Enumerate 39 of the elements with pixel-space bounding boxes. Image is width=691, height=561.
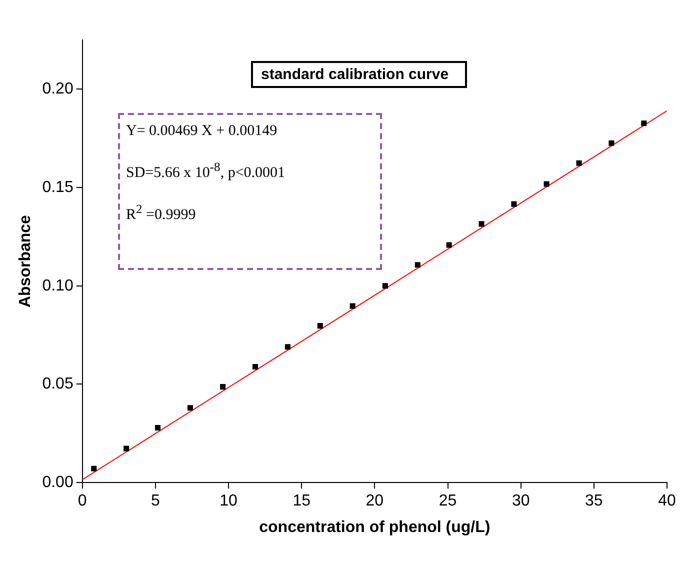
annotation: R$^{2}$ =0.9999 <box>126 202 197 224</box>
point <box>544 181 550 187</box>
y-tick-label: 0.00 <box>42 474 74 492</box>
point <box>220 384 226 390</box>
point <box>91 466 97 472</box>
y-tick-label: 0.15 <box>42 178 74 196</box>
point <box>511 201 517 207</box>
text-frame: Y= 0.00469 X + 0.00149 SD=5.66 x 10$^{-8}$, p<0.0001 R$^{2}$ =0.9999 <box>118 113 382 270</box>
y-axis-title: Absorbance <box>17 214 34 308</box>
annotation: Y= 0.00469 X + 0.00149 <box>126 123 278 140</box>
text: standard calibration curve <box>251 61 467 88</box>
x-tick-label: 35 <box>585 492 603 510</box>
x-tick-label: 10 <box>220 492 238 510</box>
point <box>382 283 388 289</box>
point <box>576 160 582 166</box>
point <box>284 344 290 350</box>
point <box>446 242 452 248</box>
point <box>414 262 420 268</box>
point <box>187 405 193 411</box>
x-tick-label: 15 <box>292 492 311 510</box>
x-tick-label: 5 <box>150 492 160 510</box>
x-tick-label: 20 <box>366 492 384 510</box>
point <box>317 323 323 329</box>
annotation: SD=5.66 x 10$^{-8}$, p<0.0001 <box>126 160 286 182</box>
point <box>608 140 614 146</box>
point <box>155 424 161 430</box>
point <box>124 446 130 452</box>
x-tick-label: 0 <box>78 492 87 510</box>
x-axis-title: concentration of phenol (ug/L) <box>259 518 490 536</box>
point <box>641 120 647 126</box>
x-tick-label: 30 <box>512 492 530 510</box>
y-tick-label: 0.10 <box>42 277 74 294</box>
point <box>350 303 356 309</box>
point <box>252 364 258 370</box>
y-tick-label: 0.05 <box>42 376 74 393</box>
point <box>478 221 484 227</box>
y-tick-label: 0.20 <box>42 80 74 98</box>
x-tick-label: 40 <box>658 492 676 510</box>
x-tick-label: 25 <box>438 492 457 510</box>
